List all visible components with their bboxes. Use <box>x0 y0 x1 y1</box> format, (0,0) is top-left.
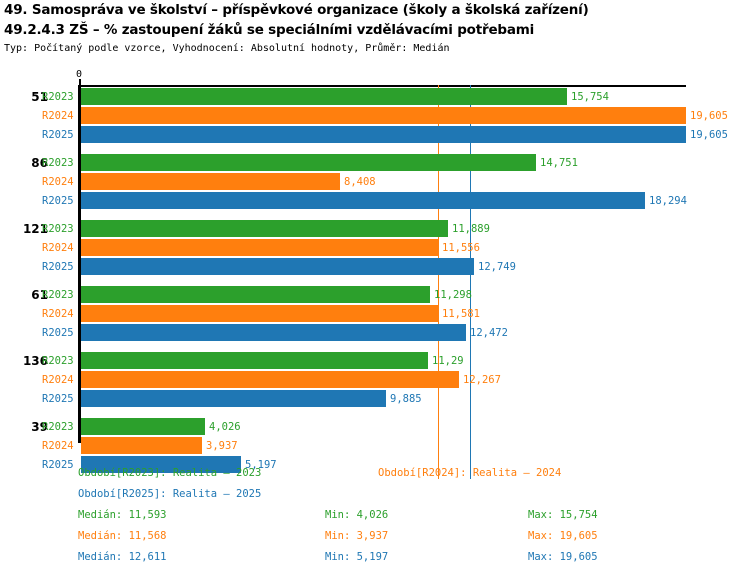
bar-value-label: 5,197 <box>245 459 277 471</box>
series-label-r2025: R2025 <box>42 129 74 141</box>
series-label-r2024: R2024 <box>42 242 74 254</box>
legend-max-r2024: Max: 19,605 <box>528 530 598 542</box>
bar-r2025[interactable] <box>81 390 386 407</box>
bar-value-label: 11,581 <box>442 308 480 320</box>
legend-max-r2023: Max: 15,754 <box>528 509 598 521</box>
series-label-r2025: R2025 <box>42 327 74 339</box>
legend-series-r2023: Období[R2023]: Realita – 2023 <box>78 467 262 479</box>
bar-r2023[interactable] <box>81 220 448 237</box>
bar-r2023[interactable] <box>81 418 205 435</box>
bar-value-label: 11,889 <box>452 223 490 235</box>
series-label-r2024: R2024 <box>42 110 74 122</box>
series-label-r2023: R2023 <box>42 223 74 235</box>
page-subtitle: Typ: Počítaný podle vzorce, Vyhodnocení:… <box>4 43 450 54</box>
legend-median-r2024: Medián: 11,568 <box>78 530 167 542</box>
legend-max-r2025: Max: 19,605 <box>528 551 598 563</box>
legend-min-r2024: Min: 3,937 <box>325 530 389 542</box>
bar-r2023[interactable] <box>81 88 567 105</box>
bar-r2024[interactable] <box>81 173 340 190</box>
series-label-r2023: R2023 <box>42 421 74 433</box>
bar-r2024[interactable] <box>81 239 438 256</box>
bar-value-label: 19,605 <box>690 110 728 122</box>
bar-chart-plot-area: 0 51 R2023 15,754 R2024 19,605 R2025 19,605 86 R… <box>0 60 750 479</box>
group-label: 61 <box>31 288 48 302</box>
bar-r2025[interactable] <box>81 258 474 275</box>
page-title-line-1: 49. Samospráva ve školství – příspěvkové… <box>4 2 589 18</box>
bar-value-label: 8,408 <box>344 176 376 188</box>
bar-r2024[interactable] <box>81 371 459 388</box>
bar-r2025[interactable] <box>81 324 466 341</box>
series-label-r2025: R2025 <box>42 393 74 405</box>
legend-min-r2025: Min: 5,197 <box>325 551 389 563</box>
legend-min-r2023: Min: 4,026 <box>325 509 389 521</box>
bar-value-label: 15,754 <box>571 91 609 103</box>
series-label-r2025: R2025 <box>42 459 74 471</box>
bar-value-label: 12,267 <box>463 374 501 386</box>
median-line-r2024 <box>438 85 439 479</box>
bar-r2024[interactable] <box>81 107 686 124</box>
bar-r2023[interactable] <box>81 352 428 369</box>
group-label: 136 <box>22 354 48 368</box>
axis-baseline <box>78 85 81 443</box>
bar-r2023[interactable] <box>81 154 536 171</box>
legend-median-r2023: Medián: 11,593 <box>78 509 167 521</box>
bar-value-label: 18,294 <box>649 195 687 207</box>
series-label-r2023: R2023 <box>42 355 74 367</box>
series-label-r2025: R2025 <box>42 261 74 273</box>
group-label: 39 <box>31 420 48 434</box>
legend-median-r2025: Medián: 12,611 <box>78 551 167 563</box>
series-label-r2024: R2024 <box>42 374 74 386</box>
chart-legend: Období[R2023]: Realita – 2023 Období[R202… <box>0 462 750 572</box>
bar-value-label: 4,026 <box>209 421 241 433</box>
bar-value-label: 9,885 <box>390 393 422 405</box>
bar-r2025[interactable] <box>81 192 645 209</box>
bar-value-label: 11,298 <box>434 289 472 301</box>
median-line-r2025 <box>470 85 471 479</box>
bar-value-label: 3,937 <box>206 440 238 452</box>
bar-r2023[interactable] <box>81 286 430 303</box>
bar-r2025[interactable] <box>81 456 241 473</box>
bar-r2025[interactable] <box>81 126 686 143</box>
series-label-r2023: R2023 <box>42 91 74 103</box>
series-label-r2023: R2023 <box>42 289 74 301</box>
series-label-r2023: R2023 <box>42 157 74 169</box>
group-label: 86 <box>31 156 48 170</box>
bar-value-label: 12,749 <box>478 261 516 273</box>
bar-value-label: 11,29 <box>432 355 464 367</box>
series-label-r2024: R2024 <box>42 308 74 320</box>
page-title-line-2: 49.2.4.3 ZŠ – % zastoupení žáků se speci… <box>4 22 535 38</box>
axis-top-line <box>79 85 686 87</box>
bar-r2024[interactable] <box>81 437 202 454</box>
bar-value-label: 11,556 <box>442 242 480 254</box>
axis-zero-tick-mark <box>79 79 81 86</box>
legend-series-r2024: Období[R2024]: Realita – 2024 <box>378 467 562 479</box>
series-label-r2024: R2024 <box>42 440 74 452</box>
bar-value-label: 12,472 <box>470 327 508 339</box>
legend-series-r2025: Období[R2025]: Realita – 2025 <box>78 488 262 500</box>
bar-value-label: 19,605 <box>690 129 728 141</box>
axis-zero-tick-label: 0 <box>76 69 83 80</box>
bar-r2024[interactable] <box>81 305 438 322</box>
group-label: 51 <box>31 90 48 104</box>
bar-value-label: 14,751 <box>540 157 578 169</box>
series-label-r2025: R2025 <box>42 195 74 207</box>
series-label-r2024: R2024 <box>42 176 74 188</box>
group-label: 121 <box>22 222 48 236</box>
